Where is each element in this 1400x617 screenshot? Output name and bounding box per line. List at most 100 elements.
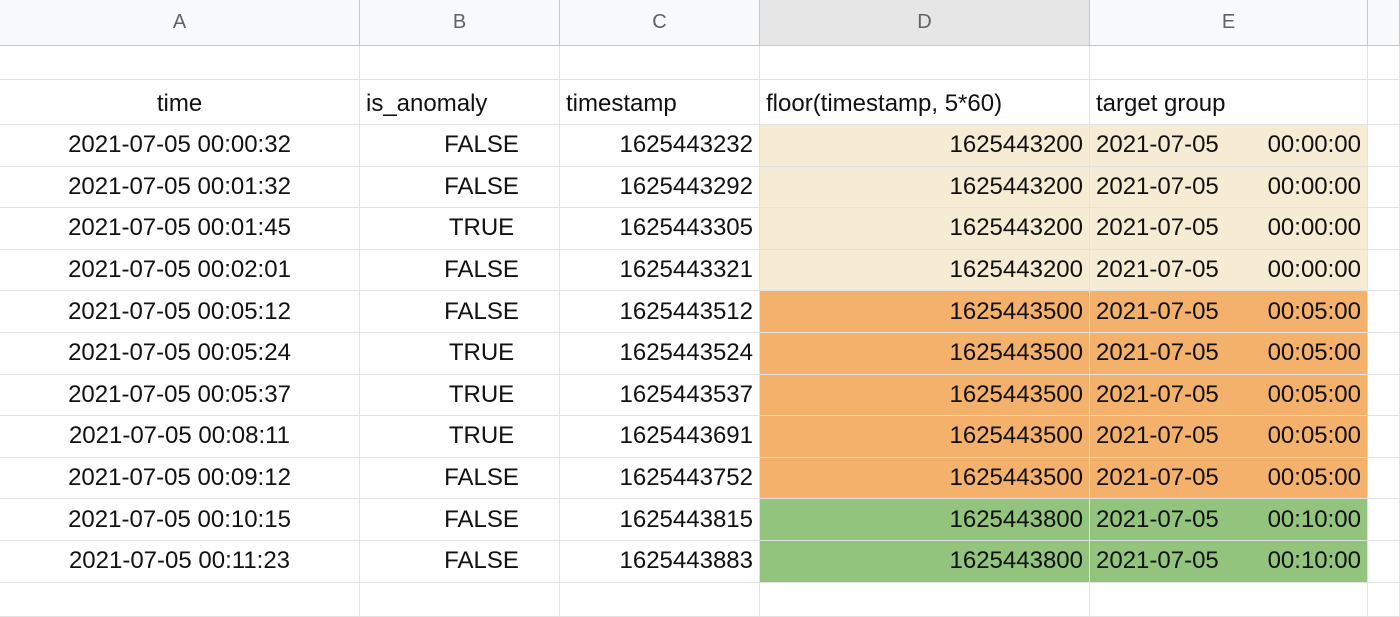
target-time: 00:10:00 — [1267, 505, 1361, 533]
cell[interactable] — [360, 46, 560, 80]
time-cell[interactable]: 2021-07-05 00:00:32 — [0, 125, 360, 167]
target-group-cell[interactable]: 2021-07-05 00:10:00 — [1090, 499, 1368, 541]
cell[interactable] — [1368, 46, 1400, 80]
target-group-cell[interactable]: 2021-07-05 00:05:00 — [1090, 374, 1368, 417]
target-time: 00:05:00 — [1267, 297, 1361, 325]
target-date: 2021-07-05 — [1096, 172, 1219, 200]
floor-cell[interactable]: 1625443500 — [760, 457, 1090, 500]
floor-cell[interactable]: 1625443500 — [760, 374, 1090, 417]
is-anomaly-cell[interactable]: FALSE — [360, 249, 560, 292]
cell[interactable] — [1368, 540, 1400, 583]
header-cell-is-anomaly[interactable]: is_anomaly — [360, 80, 560, 125]
is-anomaly-cell[interactable]: FALSE — [360, 291, 560, 333]
cell[interactable] — [0, 582, 360, 617]
header-cell-target-group[interactable]: target group — [1090, 80, 1368, 125]
cell[interactable] — [1368, 208, 1400, 250]
floor-cell[interactable]: 1625443500 — [760, 291, 1090, 333]
cell[interactable] — [1368, 291, 1400, 333]
floor-cell[interactable]: 1625443500 — [760, 332, 1090, 375]
column-header-a[interactable]: A — [0, 0, 360, 46]
timestamp-cell[interactable]: 1625443815 — [560, 499, 760, 541]
table-row: 2021-07-05 00:05:37 TRUE 1625443537 1625443… — [0, 374, 1400, 417]
timestamp-cell[interactable]: 1625443305 — [560, 208, 760, 250]
target-group-cell[interactable]: 2021-07-05 00:00:00 — [1090, 125, 1368, 167]
target-date: 2021-07-05 — [1096, 256, 1219, 284]
cell[interactable] — [1090, 46, 1368, 80]
floor-cell[interactable]: 1625443200 — [760, 125, 1090, 167]
cell[interactable] — [1368, 249, 1400, 292]
target-group-cell[interactable]: 2021-07-05 00:00:00 — [1090, 166, 1368, 209]
is-anomaly-cell[interactable]: FALSE — [360, 457, 560, 500]
time-cell[interactable]: 2021-07-05 00:08:11 — [0, 416, 360, 458]
header-cell-timestamp[interactable]: timestamp — [560, 80, 760, 125]
cell[interactable] — [1368, 374, 1400, 417]
timestamp-cell[interactable]: 1625443292 — [560, 166, 760, 209]
cell[interactable] — [760, 582, 1090, 617]
cell[interactable] — [1368, 582, 1400, 617]
is-anomaly-cell[interactable]: FALSE — [360, 166, 560, 209]
target-group-cell[interactable]: 2021-07-05 00:00:00 — [1090, 249, 1368, 292]
column-header-b[interactable]: B — [360, 0, 560, 46]
table-row: 2021-07-05 00:01:45 TRUE 1625443305 1625443… — [0, 208, 1400, 250]
target-time: 00:00:00 — [1267, 131, 1361, 159]
is-anomaly-cell[interactable]: TRUE — [360, 374, 560, 417]
target-group-cell[interactable]: 2021-07-05 00:05:00 — [1090, 457, 1368, 500]
target-group-cell[interactable]: 2021-07-05 00:05:00 — [1090, 291, 1368, 333]
floor-cell[interactable]: 1625443800 — [760, 540, 1090, 583]
target-group-cell[interactable]: 2021-07-05 00:00:00 — [1090, 208, 1368, 250]
cell[interactable] — [1090, 582, 1368, 617]
column-header-e[interactable]: E — [1090, 0, 1368, 46]
column-header-f[interactable] — [1368, 0, 1400, 46]
header-cell-time[interactable]: time — [0, 80, 360, 125]
target-time: 00:00:00 — [1267, 172, 1361, 200]
cell[interactable] — [360, 582, 560, 617]
timestamp-cell[interactable]: 1625443321 — [560, 249, 760, 292]
time-cell[interactable]: 2021-07-05 00:10:15 — [0, 499, 360, 541]
is-anomaly-cell[interactable]: FALSE — [360, 499, 560, 541]
floor-cell[interactable]: 1625443800 — [760, 499, 1090, 541]
floor-cell[interactable]: 1625443200 — [760, 208, 1090, 250]
timestamp-cell[interactable]: 1625443232 — [560, 125, 760, 167]
floor-cell[interactable]: 1625443200 — [760, 166, 1090, 209]
timestamp-cell[interactable]: 1625443512 — [560, 291, 760, 333]
floor-cell[interactable]: 1625443200 — [760, 249, 1090, 292]
cell[interactable] — [1368, 457, 1400, 500]
cell[interactable] — [560, 46, 760, 80]
time-cell[interactable]: 2021-07-05 00:09:12 — [0, 457, 360, 500]
target-group-cell[interactable]: 2021-07-05 00:05:00 — [1090, 332, 1368, 375]
cell[interactable] — [1368, 80, 1400, 125]
timestamp-cell[interactable]: 1625443691 — [560, 416, 760, 458]
floor-cell[interactable]: 1625443500 — [760, 416, 1090, 458]
column-header-c[interactable]: C — [560, 0, 760, 46]
is-anomaly-cell[interactable]: FALSE — [360, 540, 560, 583]
cell[interactable] — [760, 46, 1090, 80]
table-row: 2021-07-05 00:00:32 FALSE 1625443232 162544… — [0, 125, 1400, 167]
is-anomaly-cell[interactable]: FALSE — [360, 125, 560, 167]
timestamp-cell[interactable]: 1625443752 — [560, 457, 760, 500]
target-date: 2021-07-05 — [1096, 339, 1219, 367]
is-anomaly-cell[interactable]: TRUE — [360, 208, 560, 250]
cell[interactable] — [1368, 125, 1400, 167]
timestamp-cell[interactable]: 1625443537 — [560, 374, 760, 417]
target-group-cell[interactable]: 2021-07-05 00:10:00 — [1090, 540, 1368, 583]
time-cell[interactable]: 2021-07-05 00:01:32 — [0, 166, 360, 209]
cell[interactable] — [1368, 416, 1400, 458]
time-cell[interactable]: 2021-07-05 00:11:23 — [0, 540, 360, 583]
target-group-cell[interactable]: 2021-07-05 00:05:00 — [1090, 416, 1368, 458]
time-cell[interactable]: 2021-07-05 00:02:01 — [0, 249, 360, 292]
time-cell[interactable]: 2021-07-05 00:01:45 — [0, 208, 360, 250]
header-cell-floor[interactable]: floor(timestamp, 5*60) — [760, 80, 1090, 125]
cell[interactable] — [560, 582, 760, 617]
timestamp-cell[interactable]: 1625443883 — [560, 540, 760, 583]
cell[interactable] — [0, 46, 360, 80]
cell[interactable] — [1368, 332, 1400, 375]
time-cell[interactable]: 2021-07-05 00:05:37 — [0, 374, 360, 417]
timestamp-cell[interactable]: 1625443524 — [560, 332, 760, 375]
column-header-d[interactable]: D — [760, 0, 1090, 46]
cell[interactable] — [1368, 166, 1400, 209]
cell[interactable] — [1368, 499, 1400, 541]
is-anomaly-cell[interactable]: TRUE — [360, 332, 560, 375]
is-anomaly-cell[interactable]: TRUE — [360, 416, 560, 458]
time-cell[interactable]: 2021-07-05 00:05:12 — [0, 291, 360, 333]
time-cell[interactable]: 2021-07-05 00:05:24 — [0, 332, 360, 375]
